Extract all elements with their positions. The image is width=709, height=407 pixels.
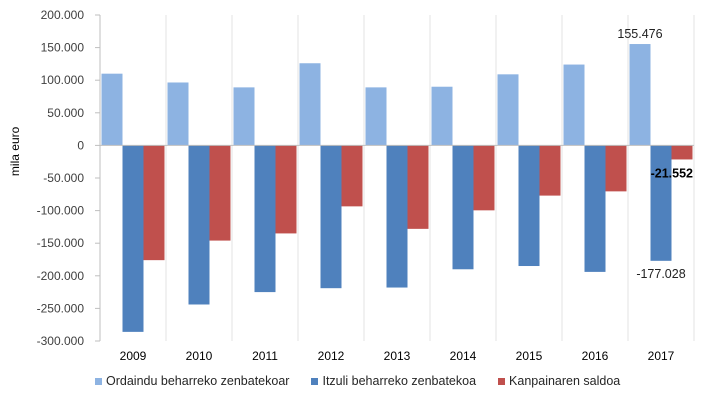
legend-item-series-1: Ordaindu beharreko zenbatekoar xyxy=(95,374,289,388)
y-tick-label: 200.000 xyxy=(41,8,85,22)
legend-label: Ordaindu beharreko zenbatekoar xyxy=(106,374,290,388)
legend-item-series-2: Itzuli beharreko zenbatekoa xyxy=(311,374,476,388)
y-tick-label: -250.000 xyxy=(37,301,85,315)
legend-swatch xyxy=(311,377,319,385)
bar-2012-series-1 xyxy=(299,63,321,146)
data-label-2017: -177.028 xyxy=(636,267,685,281)
bars xyxy=(101,44,693,332)
y-tick-label: 100.000 xyxy=(41,73,85,87)
bar-2016-series-3 xyxy=(605,145,627,192)
bar-2011-series-3 xyxy=(275,145,297,234)
y-tick-label: -300.000 xyxy=(37,334,85,348)
bar-2017-series-3 xyxy=(671,145,693,160)
y-tick-label: -50.000 xyxy=(43,171,84,185)
bar-2012-series-2 xyxy=(320,145,342,289)
bar-2017-series-2 xyxy=(650,145,672,261)
bar-2009-series-1 xyxy=(101,73,123,146)
legend-label: Itzuli beharreko zenbatekoa xyxy=(322,374,477,388)
data-labels: 155.476 -177.028 -21.552 xyxy=(617,27,693,281)
x-category-label: 2010 xyxy=(186,349,213,363)
x-category-label: 2016 xyxy=(582,349,609,363)
data-label-2017: -21.552 xyxy=(651,166,693,180)
y-axis xyxy=(95,14,694,342)
x-category-label: 2011 xyxy=(252,349,278,363)
bar-2010-series-3 xyxy=(209,145,231,241)
x-category-label: 2015 xyxy=(516,349,543,363)
x-category-label: 2014 xyxy=(450,349,477,363)
y-tick-label: -100.000 xyxy=(37,204,85,218)
bar-2014-series-3 xyxy=(473,145,495,211)
bar-2015-series-2 xyxy=(518,145,540,267)
y-axis-title: mila euro xyxy=(8,126,22,176)
bar-2009-series-2 xyxy=(122,145,144,332)
bar-2014-series-1 xyxy=(431,86,453,146)
legend: Ordaindu beharreko zenbatekoar Itzuli beh… xyxy=(95,374,642,388)
x-category-label: 2012 xyxy=(318,349,345,363)
bar-2012-series-3 xyxy=(341,145,363,207)
bar-2014-series-2 xyxy=(452,145,474,270)
bar-2015-series-1 xyxy=(497,74,519,146)
bar-2013-series-2 xyxy=(386,145,408,288)
legend-label: Kanpainaren saldoa xyxy=(509,374,621,388)
bar-2017-series-1 xyxy=(629,44,651,146)
bar-2016-series-1 xyxy=(563,64,585,146)
x-category-label: 2013 xyxy=(384,349,411,363)
legend-swatch xyxy=(95,377,102,385)
y-tick-label: 50.000 xyxy=(47,106,84,120)
y-tick-label: -150.000 xyxy=(37,236,85,250)
bar-2011-series-2 xyxy=(254,145,276,293)
legend-swatch xyxy=(498,377,506,385)
bar-2010-series-1 xyxy=(167,82,189,146)
bar-2010-series-2 xyxy=(188,145,210,305)
y-tick-labels: 200.000 150.000 100.000 50.000 0 -50.000 -100.… xyxy=(37,8,85,348)
y-tick-label: 150.000 xyxy=(41,41,85,55)
bar-2013-series-1 xyxy=(365,87,387,146)
x-category-label: 2017 xyxy=(648,349,675,363)
bar-2011-series-1 xyxy=(233,87,255,146)
category-gridlines xyxy=(165,15,695,341)
y-tick-label: 0 xyxy=(77,138,84,152)
x-category-label: 2009 xyxy=(120,349,147,363)
legend-item-series-3: Kanpainaren saldoa xyxy=(498,374,620,388)
bar-2015-series-3 xyxy=(539,145,561,196)
bar-2013-series-3 xyxy=(407,145,429,229)
x-category-labels: 2009 2010 2011 2012 2013 2014 2015 2016 2017 xyxy=(120,349,675,363)
bar-2009-series-3 xyxy=(143,145,165,261)
data-label-2017: 155.476 xyxy=(617,27,662,41)
bar-2016-series-2 xyxy=(584,145,606,272)
y-tick-label: -200.000 xyxy=(37,269,85,283)
